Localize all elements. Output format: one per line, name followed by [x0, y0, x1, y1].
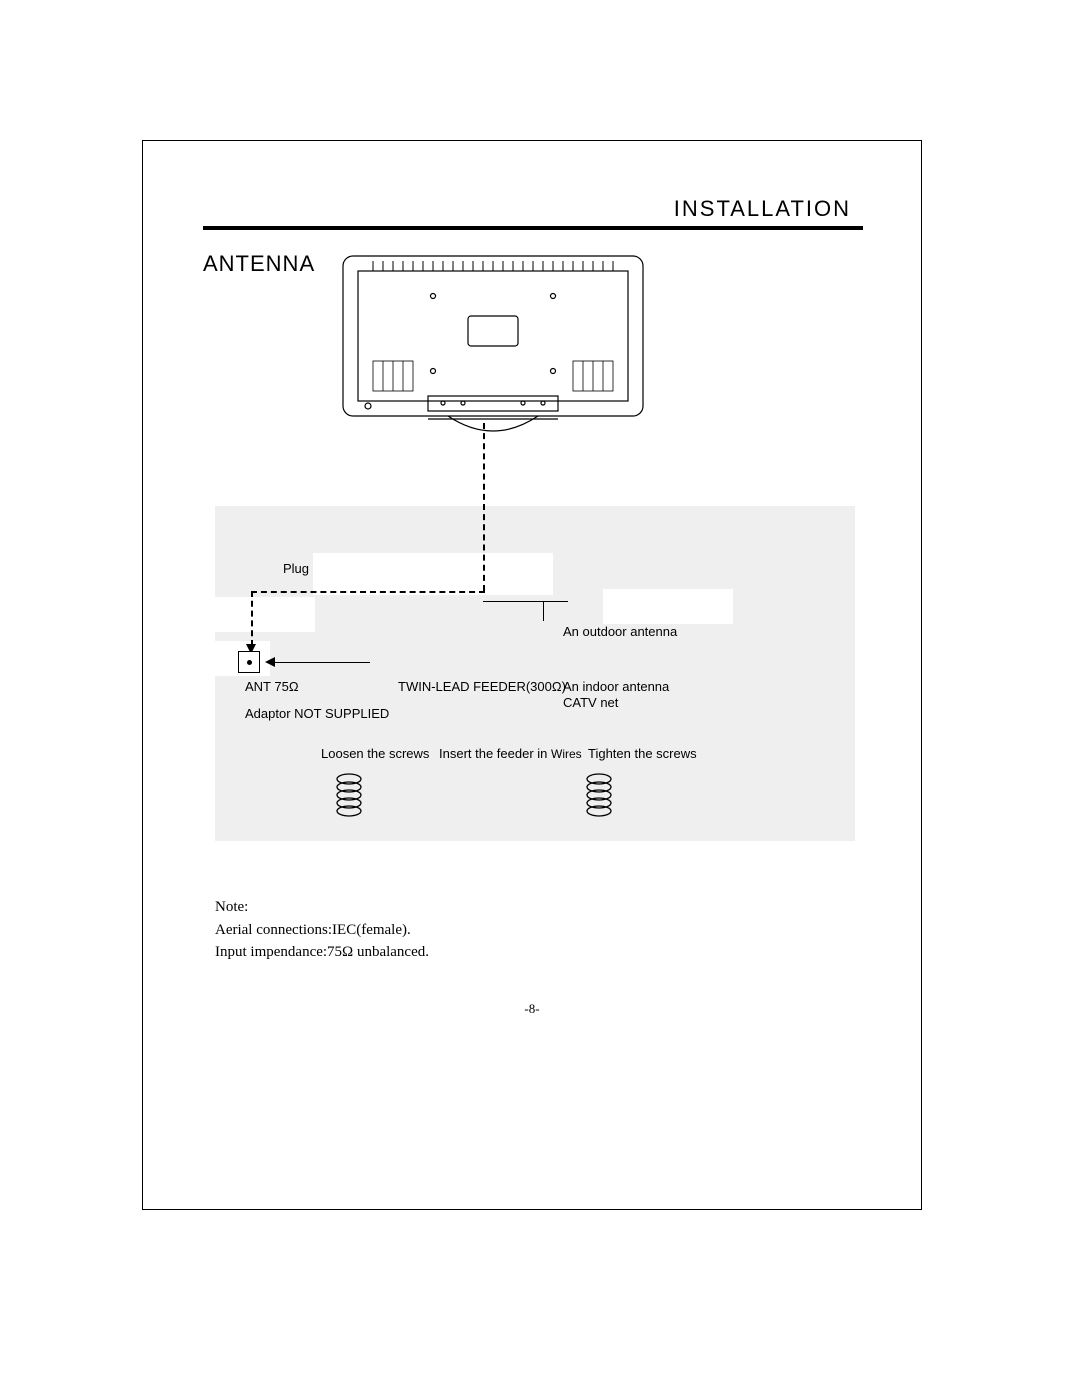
cable-dash	[483, 423, 485, 591]
note-heading: Note:	[215, 896, 429, 919]
white-strip	[603, 589, 733, 624]
connector-line	[483, 601, 543, 602]
white-strip	[215, 597, 315, 632]
ant-socket-icon	[238, 651, 260, 673]
indoor-antenna-label: An indoor antenna	[563, 679, 669, 694]
ant75-label: ANT 75Ω	[245, 679, 299, 694]
connector-line	[543, 601, 544, 621]
cable-dash	[251, 591, 253, 646]
note-block: Note: Aerial connections:IEC(female). In…	[215, 896, 429, 964]
connector-line	[543, 601, 568, 602]
cable-dash	[251, 591, 485, 593]
header-rule	[203, 226, 863, 230]
page-number: -8-	[143, 1001, 921, 1017]
page-frame: INSTALLATION ANTENNA	[142, 140, 922, 1210]
step2b-label: Wires	[551, 747, 582, 761]
white-strip	[313, 553, 553, 595]
arrow-icon	[265, 657, 275, 667]
catv-label: CATV net	[563, 695, 618, 710]
tv-back-diagram	[338, 251, 648, 451]
outdoor-antenna-label: An outdoor antenna	[563, 624, 677, 639]
section-title: ANTENNA	[203, 251, 315, 277]
twinlead-label: TWIN-LEAD FEEDER(300Ω)	[398, 679, 566, 694]
note-line1: Aerial connections:IEC(female).	[215, 919, 429, 942]
screw-coil-icon	[335, 773, 363, 813]
page-header: INSTALLATION	[674, 196, 851, 222]
step2-label: Insert the feeder in	[439, 746, 547, 761]
connector-line	[275, 662, 370, 663]
adaptor-label: Adaptor NOT SUPPLIED	[245, 706, 389, 721]
screw-coil-icon	[585, 773, 613, 813]
plug-label: Plug	[283, 561, 309, 576]
step3-label: Tighten the screws	[588, 746, 697, 761]
note-line2: Input impendance:75Ω unbalanced.	[215, 941, 429, 964]
step1-label: Loosen the screws	[321, 746, 429, 761]
